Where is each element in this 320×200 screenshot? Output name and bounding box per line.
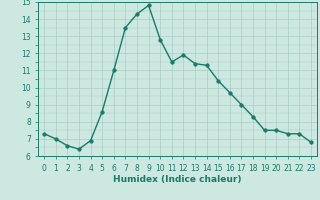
X-axis label: Humidex (Indice chaleur): Humidex (Indice chaleur)	[113, 175, 242, 184]
